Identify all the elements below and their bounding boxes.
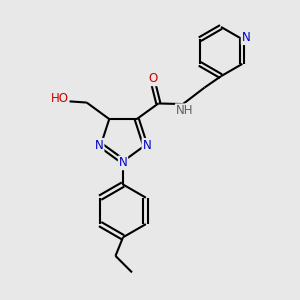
Text: N: N bbox=[95, 139, 103, 152]
Text: HO: HO bbox=[51, 92, 69, 106]
Text: N: N bbox=[142, 139, 151, 152]
Text: N: N bbox=[118, 156, 127, 170]
Text: N: N bbox=[242, 31, 250, 44]
Text: NH: NH bbox=[176, 104, 193, 117]
Text: O: O bbox=[148, 72, 158, 86]
